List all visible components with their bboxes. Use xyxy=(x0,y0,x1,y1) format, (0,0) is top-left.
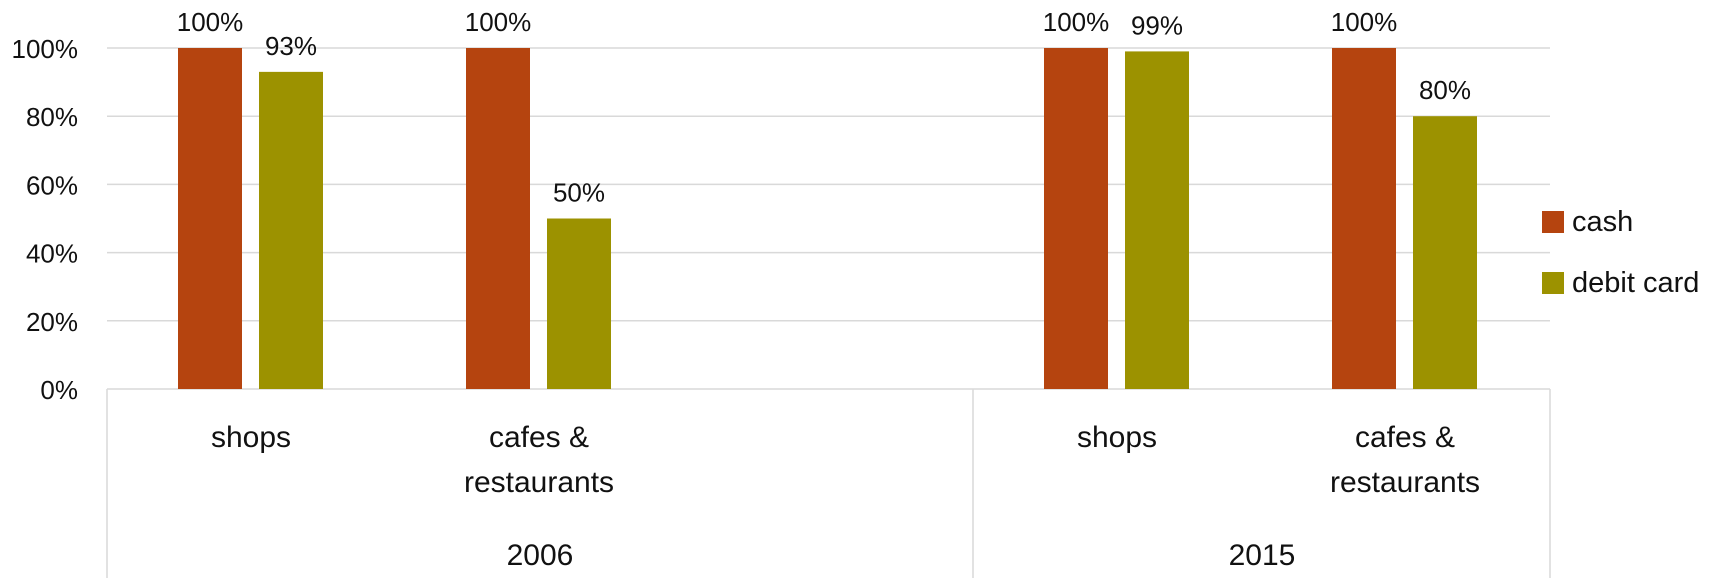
category-label: restaurants xyxy=(464,466,614,499)
data-label-cash: 100% xyxy=(465,7,532,37)
category-label: shops xyxy=(211,421,291,454)
data-label-cash: 100% xyxy=(177,7,244,37)
category-label: cafes & xyxy=(1355,421,1455,454)
data-label-debit-card: 50% xyxy=(553,178,605,208)
legend-label-cash: cash xyxy=(1572,206,1633,238)
category-label: cafes & xyxy=(489,421,589,454)
data-label-debit-card: 99% xyxy=(1131,10,1183,40)
data-label-cash: 100% xyxy=(1331,7,1398,37)
group-label: 2006 xyxy=(507,539,574,572)
category-label: restaurants xyxy=(1330,466,1480,499)
bar-debit-card xyxy=(547,218,611,389)
y-tick-label: 40% xyxy=(26,239,78,269)
legend-swatch-cash xyxy=(1542,211,1564,233)
bar-cash xyxy=(466,48,530,389)
y-tick-label: 60% xyxy=(26,170,78,200)
bar-cash xyxy=(1332,48,1396,389)
data-label-debit-card: 80% xyxy=(1419,75,1471,105)
bar-debit-card xyxy=(1125,51,1189,389)
data-label-debit-card: 93% xyxy=(265,31,317,61)
bar-debit-card xyxy=(1413,116,1477,389)
bar-debit-card xyxy=(259,71,323,390)
category-label: shops xyxy=(1077,421,1157,454)
y-tick-label: 20% xyxy=(26,307,78,337)
y-tick-label: 80% xyxy=(26,102,78,132)
legend-swatch-debit-card xyxy=(1542,272,1564,294)
legend-label-debit-card: debit card xyxy=(1572,267,1699,299)
data-label-cash: 100% xyxy=(1043,7,1110,37)
y-tick-label: 0% xyxy=(40,375,78,405)
bar-cash xyxy=(1044,48,1108,389)
bar-cash xyxy=(178,48,242,389)
group-label: 2015 xyxy=(1229,539,1296,572)
y-tick-label: 100% xyxy=(12,34,79,64)
